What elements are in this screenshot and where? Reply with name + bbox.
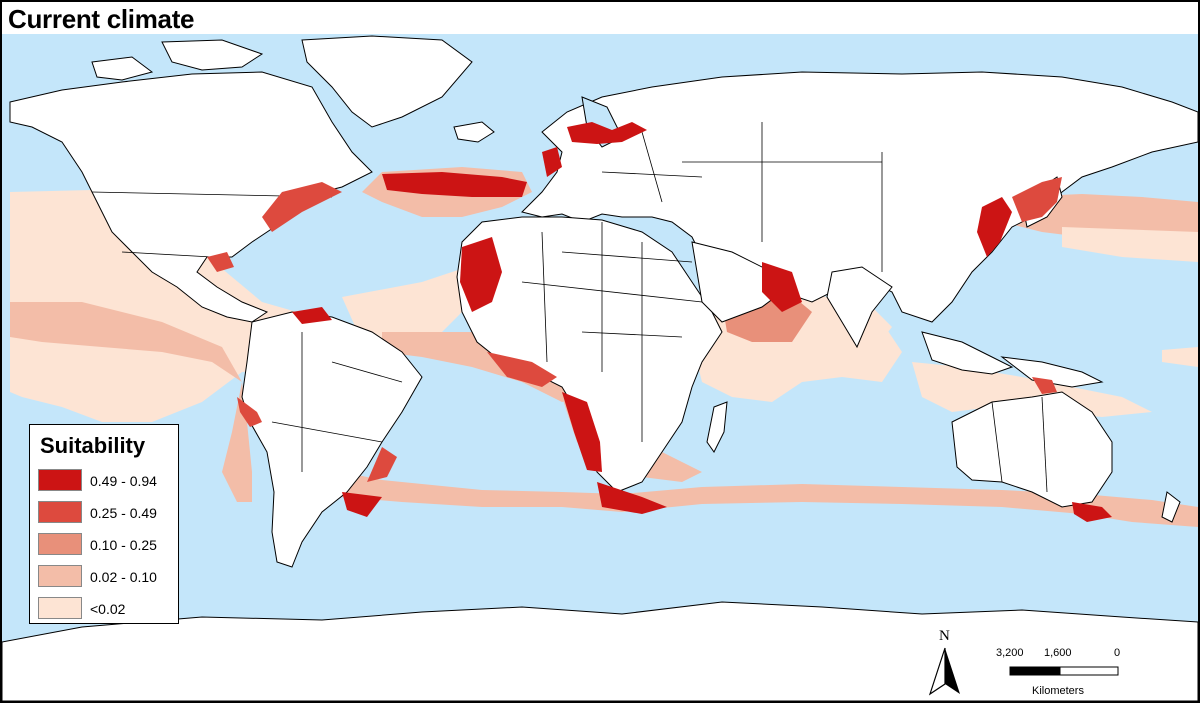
legend-item: 0.10 - 0.25 <box>38 533 178 557</box>
india <box>826 266 893 349</box>
legend-item: 0.02 - 0.10 <box>38 565 178 589</box>
legend-item: 0.25 - 0.49 <box>38 501 178 525</box>
legend-label: 0.02 - 0.10 <box>90 569 157 585</box>
scale-bar: 3,200 1,600 0 Kilometers <box>992 647 1132 697</box>
greenland <box>301 35 473 128</box>
legend-swatch <box>38 501 82 523</box>
legend-item: 0.49 - 0.94 <box>38 469 178 493</box>
legend-swatch <box>38 597 82 619</box>
scale-bar-graphic <box>1009 666 1119 676</box>
north-arrow: N <box>928 628 962 698</box>
madagascar <box>706 401 728 453</box>
north-label: N <box>939 628 950 644</box>
suitability-hotspots <box>207 122 1112 522</box>
north-america <box>9 71 373 323</box>
scale-tick: 0 <box>1114 647 1121 659</box>
legend-label: 0.25 - 0.49 <box>90 505 157 521</box>
scale-tick: 1,600 <box>1044 647 1072 659</box>
scale-units: Kilometers <box>1032 685 1084 697</box>
legend-label: <0.02 <box>90 601 126 617</box>
australia <box>951 391 1113 508</box>
legend-label: 0.10 - 0.25 <box>90 537 157 553</box>
legend-item: <0.02 <box>38 597 178 621</box>
legend-swatch <box>38 469 82 491</box>
legend-swatch <box>38 533 82 555</box>
land-masses <box>2 35 1198 701</box>
legend-title: Suitability <box>40 433 146 458</box>
south-america <box>241 311 423 568</box>
eurasia <box>521 71 1198 323</box>
legend-swatch <box>38 565 82 587</box>
antarctica <box>2 601 1198 701</box>
scale-tick: 3,200 <box>996 647 1024 659</box>
legend: Suitability 0.49 - 0.94 0.25 - 0.49 0.10… <box>29 424 179 624</box>
north-arrow-icon <box>928 647 960 696</box>
country-borders <box>91 122 1048 493</box>
map-title: Current climate <box>8 4 195 34</box>
legend-label: 0.49 - 0.94 <box>90 473 157 489</box>
